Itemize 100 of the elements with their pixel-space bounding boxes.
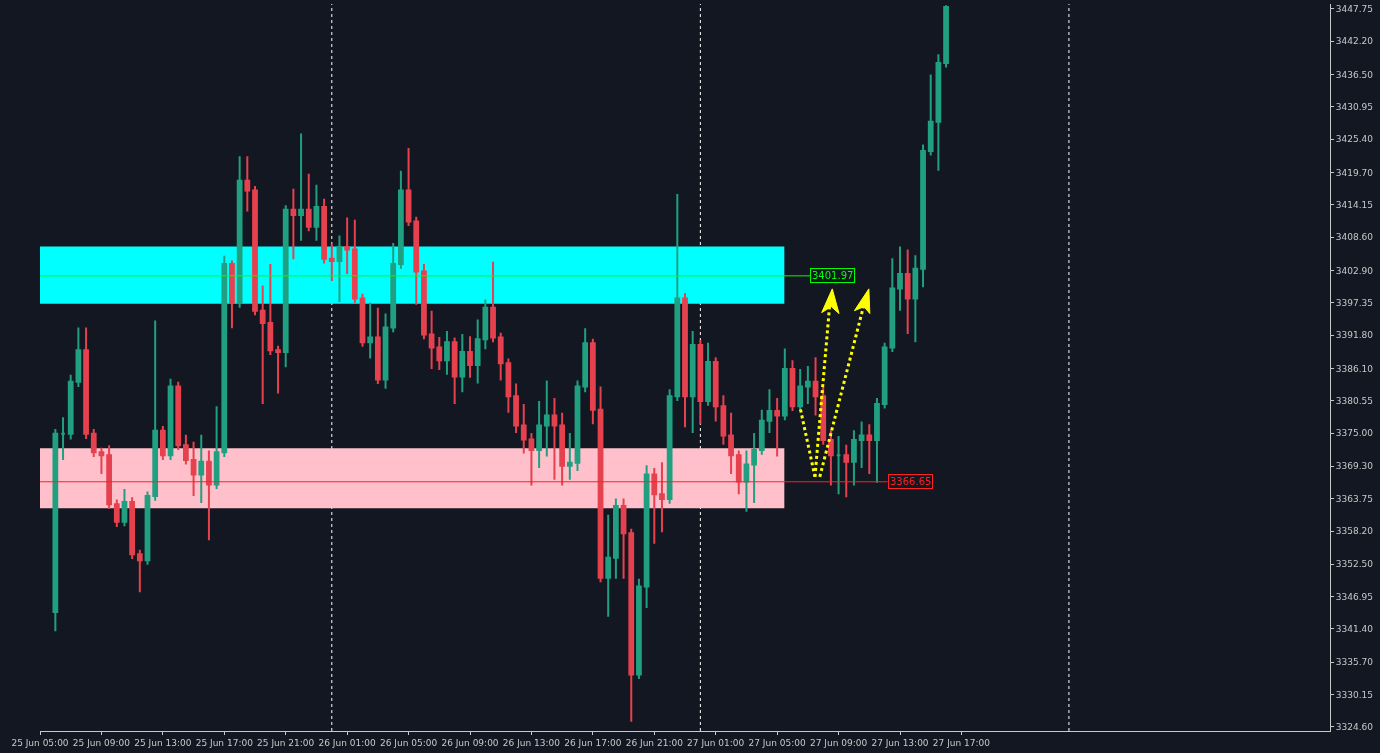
candlestick [536,400,542,470]
candlestick [436,335,443,372]
candlestick [444,330,450,376]
x-tick-label: 26 Jun 05:00 [379,737,438,748]
candlestick [367,301,374,360]
candlestick [520,402,527,455]
candlestick [60,416,66,461]
candlestick [566,432,573,481]
x-tick-label: 25 Jun 09:00 [72,737,131,748]
candlestick [935,53,942,172]
candlestick [236,155,243,309]
y-tick-label: 3386.10 [1335,363,1374,374]
candlestick [113,498,120,528]
candlestick [136,548,143,594]
y-tick-label: 3380.55 [1335,395,1374,406]
candlestick [497,331,504,382]
y-tick-label: 3419.70 [1335,167,1374,178]
candlestick [613,497,619,580]
candlestick [428,309,435,370]
x-tick-label: 26 Jun 01:00 [318,737,376,748]
candlestick [643,464,650,609]
candlestick [758,408,765,456]
y-tick-label: 3425.40 [1335,134,1374,145]
candlestick [551,397,558,481]
candlestick [651,467,658,545]
candlestick [589,337,596,426]
candlestick [712,356,719,423]
candlestick [781,347,788,422]
x-tick-label: 26 Jun 17:00 [564,737,622,748]
candlestick [459,332,466,394]
candlestick [83,326,89,440]
x-tick-label: 27 Jun 01:00 [687,737,745,748]
candlestick [313,183,320,242]
candlestick [559,411,566,487]
candlestick [866,423,873,475]
y-tick-label: 3436.50 [1335,69,1374,80]
candlestick [628,527,635,723]
y-tick-label: 3414.15 [1335,199,1374,210]
candlestick [505,357,512,414]
candlestick [175,380,182,451]
candlestick [490,260,496,344]
candlestick [451,336,458,405]
candlestick [351,218,358,305]
candlestick [213,405,220,491]
candlestick [682,292,688,429]
candlestick [206,449,212,542]
x-tick-label: 25 Jun 21:00 [257,737,315,748]
candlestick [421,263,427,341]
candlestick [720,394,727,446]
y-tick-label: 3335.70 [1335,657,1374,668]
candlestick [927,73,934,157]
candlestick [67,373,74,441]
candlestick [106,444,112,510]
candlestick [897,245,903,312]
y-tick-label: 3358.20 [1335,526,1374,537]
candlestick [766,388,773,435]
candlestick [121,488,128,528]
candlestick [843,443,850,499]
candlestick [528,432,535,487]
candlestick [835,435,842,496]
candlestick [305,172,312,233]
y-tick-label: 3447.75 [1335,4,1374,15]
y-tick-label: 3375.00 [1335,428,1374,439]
y-tick-label: 3397.35 [1335,297,1374,308]
candlestick [328,242,335,282]
candlestick [282,204,289,369]
y-tick-label: 3330.15 [1335,689,1374,700]
candlestick [812,356,819,417]
candlestick [275,344,281,395]
ref-line-label: 3401.97 [812,270,854,281]
candlestick [90,428,97,458]
candlestick [920,143,926,289]
y-tick-label: 3430.95 [1335,102,1374,113]
candlestick [336,234,343,303]
candlestick [52,428,59,633]
y-tick-label: 3363.75 [1335,493,1374,504]
candlestick [851,429,857,487]
candlestick [159,425,166,461]
candlestick [828,429,834,487]
y-tick-label: 3324.60 [1335,722,1374,733]
y-tick-label: 3341.40 [1335,624,1374,635]
y-tick-label: 3408.60 [1335,232,1374,243]
candlestick [728,411,734,475]
x-tick-label: 26 Jun 13:00 [502,737,561,748]
candlestick [190,440,197,498]
candlestick [636,577,642,681]
candlestick [804,365,811,405]
candlestick [152,319,159,502]
candlestick [398,169,404,270]
candlestick [344,216,351,275]
candlestick [513,382,519,435]
candlestick [252,184,258,317]
x-tick-label: 27 Jun 17:00 [932,737,991,748]
candlestick [735,449,742,496]
candlestick [874,397,880,484]
candlestick [405,147,412,228]
candlestick [574,379,581,472]
candlestick [797,367,804,412]
candlestick [382,312,389,390]
candlestick [321,197,327,265]
